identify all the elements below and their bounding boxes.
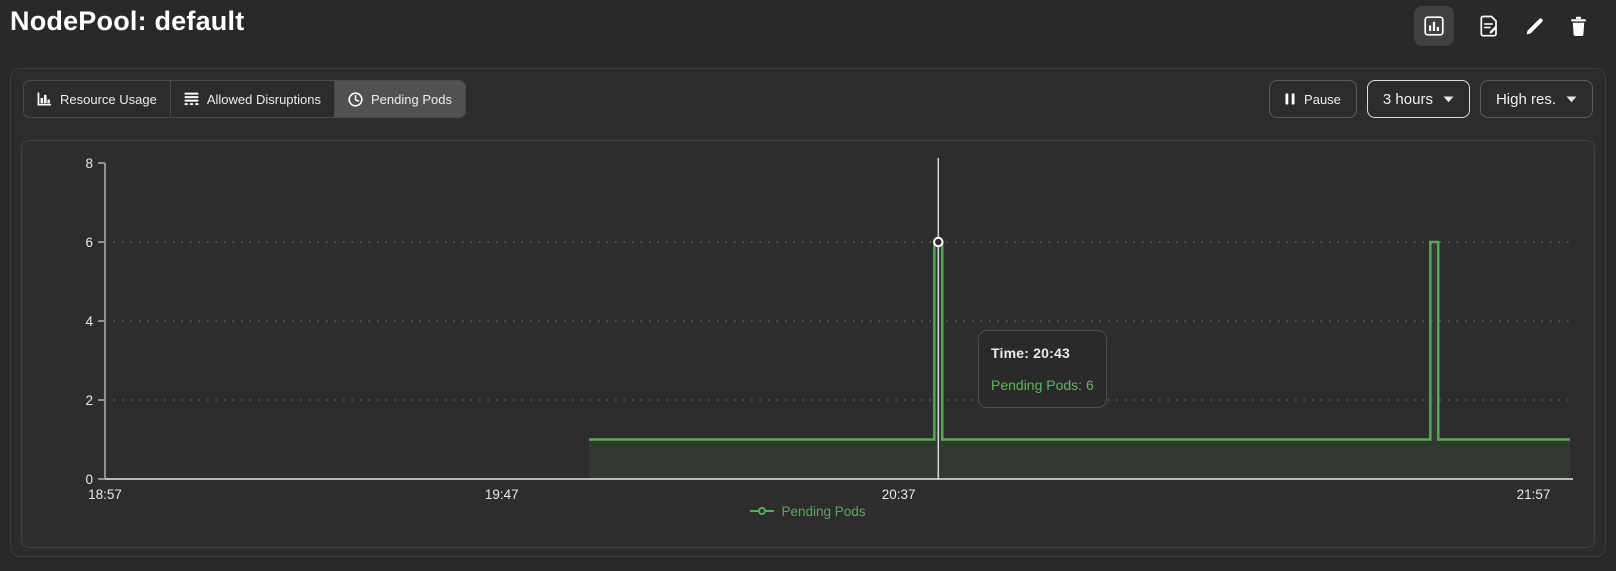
bar-chart-icon [37, 92, 52, 106]
x-tick-label-21:57: 21:57 [1517, 487, 1551, 502]
time-range-select[interactable]: 3 hours [1366, 80, 1470, 118]
pencil-icon [1526, 17, 1543, 34]
series-area [589, 242, 1570, 479]
y-tick-label-6: 6 [85, 235, 93, 250]
tab-resource-usage[interactable]: Resource Usage [24, 81, 171, 117]
page-title: NodePool: default [10, 6, 245, 36]
pause-icon [1285, 93, 1295, 105]
chevron-down-icon [1443, 96, 1454, 102]
legend-label: Pending Pods [781, 503, 866, 519]
chart-controls: Pause 3 hours High res. [1269, 80, 1593, 118]
series-line [589, 240, 1570, 441]
chart-panel: 0 2 4 6 8 18:57 19:47 20:37 21:57 Time: 20:43 Pe… [21, 140, 1595, 548]
y-tick-label-0: 0 [85, 472, 93, 487]
stack-icon [184, 92, 199, 106]
tab-label: Pending Pods [371, 91, 452, 107]
tab-allowed-disruptions[interactable]: Allowed Disruptions [171, 81, 335, 117]
tab-pending-pods[interactable]: Pending Pods [335, 81, 465, 117]
edit-yaml-button[interactable] [1478, 15, 1500, 37]
legend-marker-icon [750, 507, 775, 515]
active-point-marker [933, 236, 944, 248]
bar-chart-icon [1424, 16, 1444, 36]
chart-view-button[interactable] [1414, 6, 1454, 46]
clock-icon [348, 91, 363, 107]
resolution-select[interactable]: High res. [1479, 80, 1593, 118]
document-edit-icon [1480, 15, 1497, 37]
x-tick-label-18:57: 18:57 [88, 487, 122, 502]
chart-legend[interactable]: Pending Pods [22, 501, 1594, 521]
y-tick-label-2: 2 [85, 393, 93, 408]
delete-button[interactable] [1569, 16, 1588, 37]
pause-button[interactable]: Pause [1269, 80, 1357, 118]
header-actions [1414, 5, 1588, 47]
trash-icon [1571, 16, 1586, 36]
pause-label: Pause [1304, 91, 1341, 107]
chart-toolbar: Resource Usage Allowed Disruptions [23, 80, 1593, 118]
nodepool-panel: Resource Usage Allowed Disruptions [10, 68, 1606, 557]
chart-tabs: Resource Usage Allowed Disruptions [23, 80, 466, 118]
time-range-value: 3 hours [1382, 90, 1433, 108]
tab-label: Allowed Disruptions [206, 91, 321, 107]
x-tick-label-19:47: 19:47 [485, 487, 519, 502]
tab-label: Resource Usage [60, 91, 157, 107]
y-tick-label-4: 4 [85, 314, 93, 329]
pending-pods-chart[interactable]: 0 2 4 6 8 18:57 19:47 20:37 21:57 [22, 141, 1596, 521]
resolution-value: High res. [1495, 90, 1556, 108]
edit-button[interactable] [1524, 16, 1545, 37]
chevron-down-icon [1566, 96, 1577, 102]
x-tick-label-20:37: 20:37 [882, 487, 916, 502]
y-tick-label-8: 8 [85, 156, 93, 171]
